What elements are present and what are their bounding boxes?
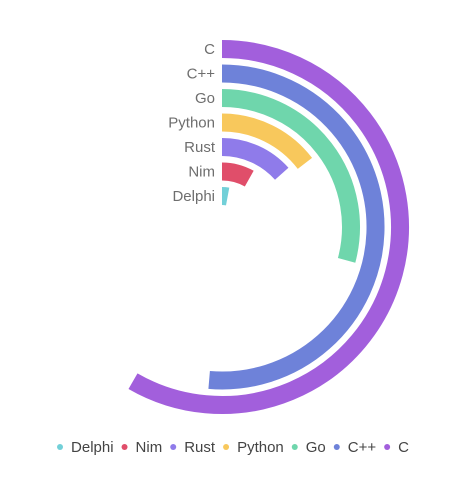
category-label-cplusplus: C++ (187, 66, 216, 83)
bar-delphi[interactable] (221, 187, 230, 206)
category-label-rust: Rust (184, 139, 216, 156)
category-labels: C C++ Go Python Rust Nim Delphi (168, 41, 216, 205)
category-label-c: C (204, 41, 215, 58)
legend[interactable]: Delphi Nim Rust Python Go C++ C (57, 439, 409, 456)
bar-go[interactable] (221, 89, 360, 263)
legend-label-go: Go (306, 439, 326, 456)
bar-cplusplus[interactable] (208, 64, 385, 390)
legend-item-c[interactable]: C (384, 439, 409, 456)
legend-item-python[interactable]: Python (223, 439, 284, 456)
legend-marker-rust (170, 444, 177, 450)
legend-marker-go (291, 444, 298, 450)
category-label-python: Python (168, 115, 215, 132)
legend-item-delphi[interactable]: Delphi (57, 439, 114, 456)
legend-label-cplusplus: C++ (348, 439, 377, 456)
category-label-nim: Nim (188, 164, 215, 181)
legend-marker-cplusplus (333, 444, 340, 450)
bar-python[interactable] (221, 113, 313, 170)
legend-marker-c (384, 444, 391, 450)
legend-label-python: Python (237, 439, 284, 456)
legend-item-rust[interactable]: Rust (170, 439, 216, 456)
legend-marker-delphi (57, 444, 64, 450)
legend-label-rust: Rust (184, 439, 216, 456)
legend-marker-nim (121, 444, 128, 450)
legend-item-cplusplus[interactable]: C++ (333, 439, 377, 456)
bar-rust[interactable] (221, 138, 289, 180)
category-label-delphi: Delphi (172, 188, 215, 205)
bar-nim[interactable] (221, 162, 254, 187)
arc-layer (128, 40, 409, 414)
legend-label-delphi: Delphi (71, 439, 114, 456)
legend-marker-python (223, 444, 230, 450)
category-label-go: Go (195, 90, 215, 107)
legend-item-go[interactable]: Go (291, 439, 326, 456)
legend-label-c: C (398, 439, 409, 456)
legend-item-nim[interactable]: Nim (121, 439, 163, 456)
bar-c[interactable] (128, 40, 409, 414)
legend-label-nim: Nim (136, 439, 163, 456)
